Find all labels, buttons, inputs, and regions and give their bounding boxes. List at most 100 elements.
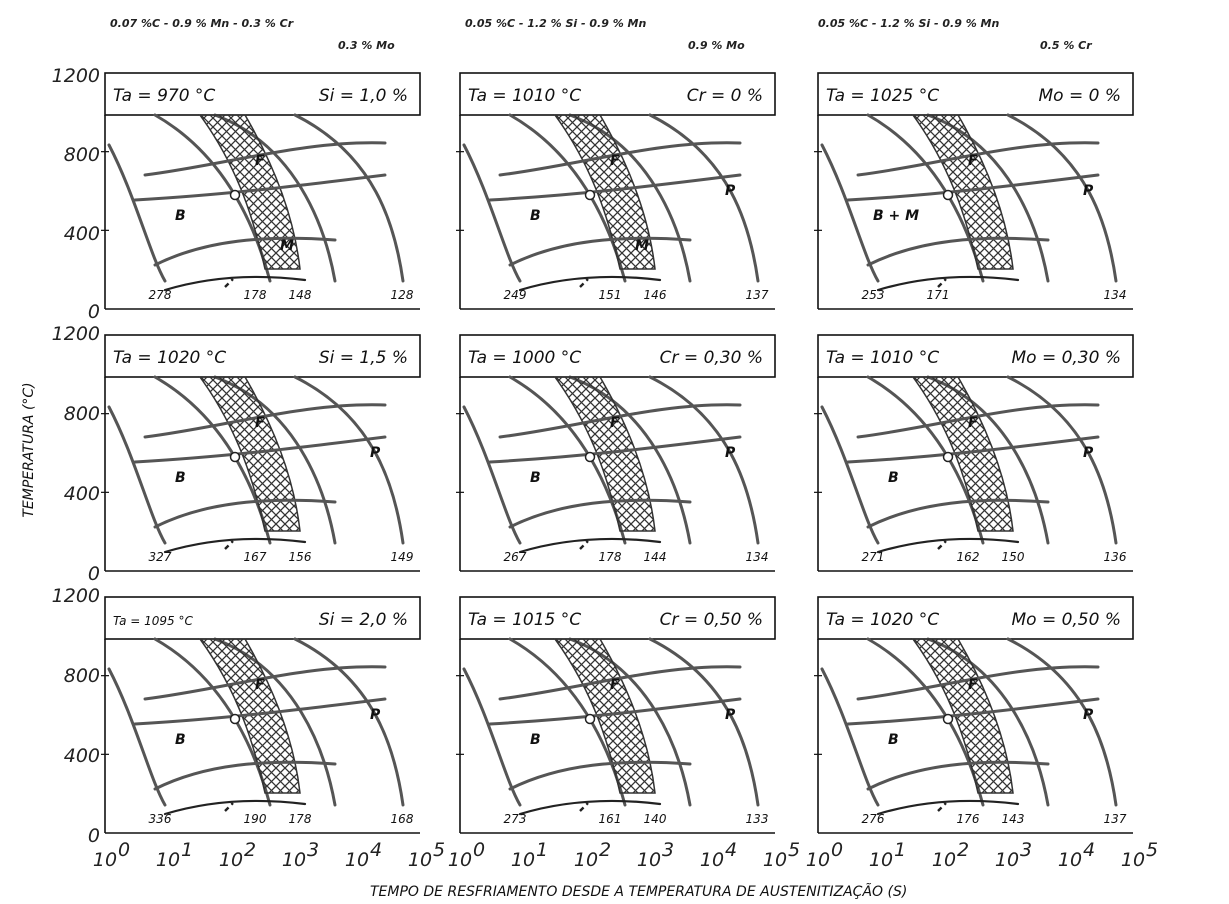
panel-title-alloy: Cr = 0 % bbox=[687, 86, 763, 106]
bainite-line bbox=[508, 760, 692, 791]
x-tick-base: 10 bbox=[995, 849, 1019, 871]
hardness-value: 150 bbox=[1002, 550, 1025, 564]
pearlite-line bbox=[488, 173, 742, 202]
y-tick-800: 800 bbox=[64, 665, 100, 687]
panel-title-ta: Ta = 1000 °C bbox=[468, 348, 581, 368]
ferrite-start-line bbox=[498, 141, 742, 177]
x-tick-exponent: 0 bbox=[473, 839, 485, 861]
pearlite-line bbox=[133, 435, 387, 464]
column-header-2-line2: 0.9 % Mo bbox=[688, 39, 745, 52]
pearlite-line bbox=[488, 435, 742, 464]
phase-label-p: P bbox=[725, 445, 736, 461]
phase-label-b: B bbox=[888, 732, 899, 748]
cooling-curve-4 bbox=[1006, 637, 1118, 807]
hardness-value: 178 bbox=[599, 550, 622, 564]
x-tick-base: 10 bbox=[93, 849, 117, 871]
x-tick-exponent: 5 bbox=[433, 839, 445, 861]
hardness-value: 178 bbox=[244, 288, 267, 302]
bainite-line bbox=[153, 236, 337, 267]
dashed-end-line bbox=[579, 278, 589, 288]
dashed-end-line bbox=[937, 802, 947, 812]
x-tick-label: 10 5 bbox=[1121, 839, 1158, 871]
ferrite-start-line bbox=[143, 403, 387, 439]
ferrite-start-line bbox=[143, 665, 387, 701]
hardness-value: 143 bbox=[1002, 812, 1025, 826]
x-tick-base: 10 bbox=[932, 849, 956, 871]
panel-title-ta: Ta = 970 °C bbox=[113, 86, 215, 106]
hardness-value: 327 bbox=[149, 550, 172, 564]
y-tick-800: 800 bbox=[64, 144, 100, 166]
phase-label-f: F bbox=[968, 677, 978, 693]
x-tick-exponent: 3 bbox=[662, 839, 674, 861]
hardness-value: 168 bbox=[391, 812, 414, 826]
x-tick-label: 10 0 bbox=[806, 839, 843, 871]
panel-title-alloy: Mo = 0 % bbox=[1039, 86, 1122, 106]
intersection-marker bbox=[584, 451, 596, 463]
panel-title-box bbox=[817, 596, 1134, 640]
martensite-start-line bbox=[163, 275, 307, 292]
cooling-curve-4 bbox=[1006, 113, 1118, 283]
x-tick-label: 10 4 bbox=[345, 839, 382, 871]
phase-label-p: P bbox=[725, 183, 736, 199]
panel-title-box bbox=[817, 72, 1134, 116]
phase-label-bm: B + M bbox=[873, 208, 919, 224]
martensite-start-line bbox=[518, 799, 662, 816]
hardness-value: 336 bbox=[149, 812, 172, 826]
cct-panel-4: Ta = 1020 °C Si = 1,5 % F P B 327 167 156 149 bbox=[101, 334, 421, 572]
cooling-curve-1 bbox=[820, 405, 880, 545]
x-tick-label: 10 2 bbox=[219, 839, 256, 871]
hardness-value: 156 bbox=[289, 550, 312, 564]
panel-title-box bbox=[459, 72, 776, 116]
column-header-2-line1: 0.05 %C - 1.2 % Si - 0.9 % Mn bbox=[465, 17, 646, 30]
panel-title-box bbox=[817, 334, 1134, 378]
pearlite-line bbox=[846, 435, 1100, 464]
x-tick-exponent: 4 bbox=[725, 839, 737, 861]
cooling-curve-1 bbox=[462, 405, 522, 545]
phase-label-b: B bbox=[530, 470, 541, 486]
column-header-1-line1: 0.07 %C - 0.9 % Mn - 0.3 % Cr bbox=[110, 17, 294, 30]
phase-label-m: M bbox=[635, 238, 649, 254]
martensite-start-line bbox=[876, 537, 1020, 554]
x-tick-base: 10 bbox=[448, 849, 472, 871]
x-tick-base: 10 bbox=[219, 849, 243, 871]
x-tick-label: 10 3 bbox=[637, 839, 674, 871]
x-tick-exponent: 2 bbox=[599, 839, 611, 861]
x-tick-label: 10 4 bbox=[1058, 839, 1095, 871]
x-tick-exponent: 1 bbox=[536, 839, 548, 861]
y-tick-400: 400 bbox=[64, 223, 100, 245]
phase-label-f: F bbox=[255, 677, 265, 693]
intersection-marker bbox=[942, 189, 954, 201]
hardness-value: 178 bbox=[289, 812, 312, 826]
phase-label-b: B bbox=[175, 470, 186, 486]
y-tick-0: 0 bbox=[88, 301, 100, 323]
cooling-curve-4 bbox=[648, 637, 760, 807]
phase-label-p: P bbox=[370, 445, 381, 461]
panel-title-ta: Ta = 1010 °C bbox=[468, 86, 581, 106]
x-tick-base: 10 bbox=[869, 849, 893, 871]
bainite-line bbox=[153, 498, 337, 529]
hardness-value: 134 bbox=[746, 550, 769, 564]
martensite-start-line bbox=[163, 799, 307, 816]
cooling-curve-1 bbox=[462, 667, 522, 807]
x-tick-exponent: 3 bbox=[1020, 839, 1032, 861]
panel-title-alloy: Si = 2,0 % bbox=[319, 610, 408, 630]
hardness-value: 128 bbox=[391, 288, 414, 302]
x-tick-label: 10 1 bbox=[869, 839, 906, 871]
x-tick-exponent: 0 bbox=[831, 839, 843, 861]
hardness-value: 144 bbox=[644, 550, 667, 564]
hardness-value: 137 bbox=[746, 288, 769, 302]
dashed-end-line bbox=[224, 278, 234, 288]
y-tick-1200: 1200 bbox=[52, 65, 100, 87]
dashed-end-line bbox=[579, 802, 589, 812]
pearlite-line bbox=[846, 173, 1100, 202]
x-tick-base: 10 bbox=[574, 849, 598, 871]
hardness-value: 249 bbox=[504, 288, 527, 302]
hardness-value: 267 bbox=[504, 550, 527, 564]
panel-title-ta: Ta = 1025 °C bbox=[826, 86, 939, 106]
cooling-curve-1 bbox=[107, 143, 167, 283]
column-header-3-line2: 0.5 % Cr bbox=[1040, 39, 1092, 52]
x-tick-exponent: 1 bbox=[181, 839, 193, 861]
x-tick-exponent: 5 bbox=[1146, 839, 1158, 861]
cct-panel-5: Ta = 1000 °C Cr = 0,30 % F P B 267 178 144 134 bbox=[456, 334, 776, 572]
